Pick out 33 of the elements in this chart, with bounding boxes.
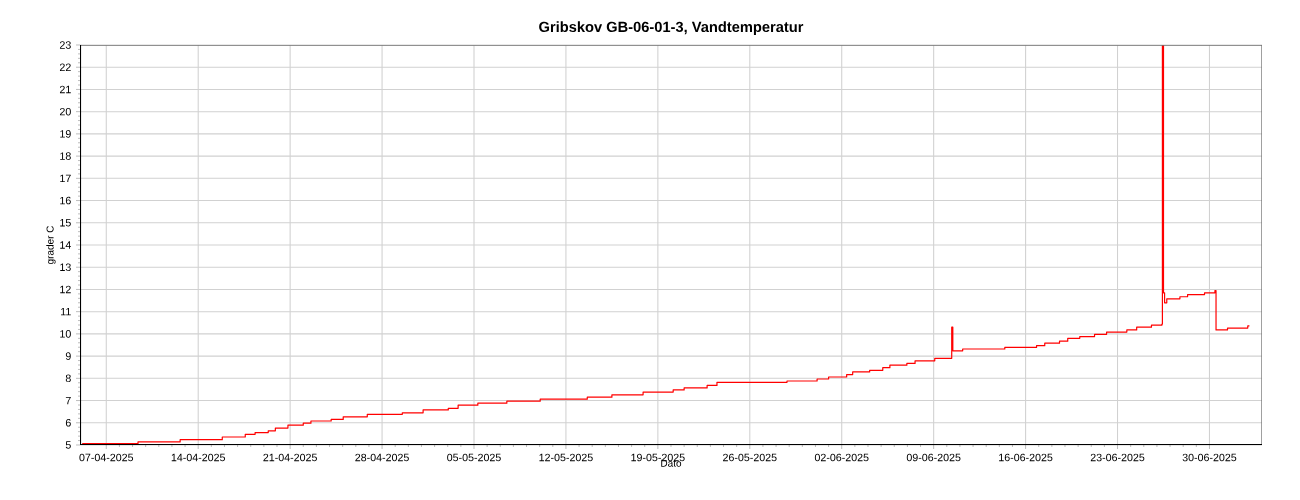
y-tick-label: 22 — [59, 63, 71, 71]
y-tick-label: 21 — [59, 85, 71, 94]
x-tick-label: 14-04-2025 — [171, 453, 226, 462]
y-tick-label: 10 — [60, 330, 71, 338]
x-tick-label: 02-06-2025 — [814, 453, 869, 462]
chart-title: Gribskov GB-06-01-3, Vandtemperatur — [539, 21, 804, 35]
y-tick-label: 17 — [60, 174, 71, 182]
x-tick-label: 09-06-2025 — [906, 453, 961, 462]
y-tick-label: 13 — [60, 263, 71, 271]
y-tick-label: 5 — [65, 441, 71, 449]
y-tick-label: 23 — [59, 41, 71, 49]
x-tick-label: 12-05-2025 — [539, 453, 593, 462]
y-tick-label: 11 — [61, 308, 71, 316]
y-tick-label: 6 — [65, 419, 71, 427]
y-tick-label: 15 — [60, 219, 71, 227]
y-tick-label: 14 — [60, 241, 71, 249]
y-tick-label: 18 — [60, 152, 71, 160]
x-tick-label: 21-04-2025 — [263, 453, 317, 462]
x-tick-label: 30-06-2025 — [1182, 453, 1237, 462]
x-tick-label: 05-05-2025 — [447, 453, 501, 462]
y-axis-title: grader C — [46, 225, 56, 265]
x-tick-label: 23-06-2025 — [1090, 453, 1145, 462]
x-tick-label: 28-04-2025 — [355, 453, 409, 462]
x-tick-label: 26-05-2025 — [723, 453, 777, 462]
y-tick-label: 20 — [59, 107, 71, 116]
y-tick-label: 7 — [65, 396, 71, 405]
y-tick-label: 16 — [60, 196, 71, 205]
x-tick-label: 16-06-2025 — [999, 453, 1053, 462]
y-tick-label: 12 — [60, 285, 71, 294]
y-tick-label: 8 — [65, 374, 71, 383]
y-tick-label: 19 — [60, 130, 71, 138]
x-tick-label: 07-04-2025 — [79, 453, 134, 462]
y-tick-label: 9 — [65, 352, 71, 360]
